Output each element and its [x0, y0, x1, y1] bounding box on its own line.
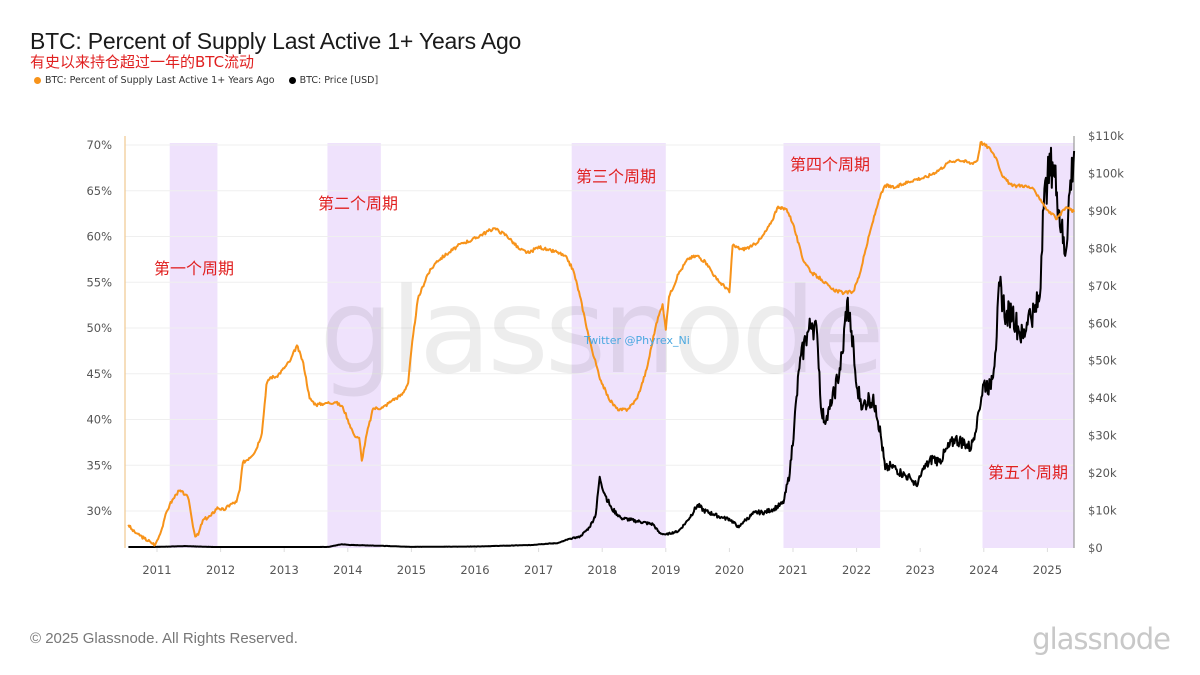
shaded-period-4 [783, 143, 881, 548]
glassnode-logo: glassnode [1032, 622, 1171, 656]
y-right-tick-label: $100k [1088, 166, 1124, 180]
x-tick-label: 2024 [969, 563, 998, 577]
y-right-tick-label: $30k [1088, 429, 1117, 443]
x-tick-label: 2023 [906, 563, 935, 577]
period-label-1: 第一个周期 [154, 259, 234, 278]
period-label-5: 第五个周期 [988, 463, 1068, 482]
x-tick-label: 2014 [333, 563, 362, 577]
chart-title: BTC: Percent of Supply Last Active 1+ Ye… [30, 28, 522, 54]
price-line [128, 146, 1076, 548]
credit-text: Twitter @Phyrex_Ni [583, 334, 690, 347]
y-left-tick-label: 70% [86, 138, 112, 152]
x-tick-label: 2013 [270, 563, 299, 577]
x-tick-label: 2020 [715, 563, 744, 577]
x-tick-label: 2012 [206, 563, 235, 577]
x-tick-label: 2017 [524, 563, 553, 577]
chart-subtitle: 有史以来持仓超过一年的BTC流动 [30, 53, 255, 71]
y-left-tick-label: 45% [86, 367, 112, 381]
y-left-tick-label: 60% [86, 230, 112, 244]
legend-dot-supply-icon [34, 77, 41, 84]
supply-line [127, 140, 1075, 547]
y-left-tick-label: 65% [86, 184, 112, 198]
y-right-tick-label: $90k [1088, 204, 1117, 218]
shaded-period-3 [571, 143, 666, 548]
shaded-period-1 [169, 143, 218, 548]
y-left-tick-label: 30% [86, 504, 112, 518]
x-tick-label: 2022 [842, 563, 871, 577]
x-tick-label: 2019 [651, 563, 680, 577]
shaded-periods [169, 143, 1074, 548]
y-right-tick-label: $20k [1088, 466, 1117, 480]
series-price [128, 146, 1076, 548]
legend: BTC: Percent of Supply Last Active 1+ Ye… [34, 75, 378, 86]
y-left-tick-label: 55% [86, 275, 112, 289]
y-right-tick-label: $70k [1088, 279, 1117, 293]
y-right-tick-label: $10k [1088, 504, 1117, 518]
x-tick-label: 2015 [397, 563, 426, 577]
x-tick-label: 2018 [588, 563, 617, 577]
y-left-tick-label: 40% [86, 413, 112, 427]
y-left-tick-label: 50% [86, 321, 112, 335]
x-tick-label: 2011 [142, 563, 171, 577]
y-right-tick-label: $40k [1088, 391, 1117, 405]
y-right-tick-label: $60k [1088, 316, 1117, 330]
x-tick-label: 2016 [460, 563, 489, 577]
legend-label-price: BTC: Price [USD] [299, 75, 379, 86]
y-right-tick-label: $50k [1088, 354, 1117, 368]
period-label-2: 第二个周期 [318, 194, 398, 213]
period-label-4: 第四个周期 [790, 155, 870, 174]
shaded-period-2 [327, 143, 381, 548]
y-right-tick-label: $80k [1088, 241, 1117, 255]
axes: 30% 35% 40% 45% 50% 55% 60% 65% 70% $0 $10k $20k $30… [86, 129, 1124, 577]
period-label-3: 第三个周期 [576, 167, 656, 186]
y-left-tick-label: 35% [86, 458, 112, 472]
y-right-tick-label: $0 [1088, 541, 1103, 555]
series-supply [127, 140, 1075, 547]
x-tick-label: 2021 [778, 563, 807, 577]
legend-item-supply[interactable]: BTC: Percent of Supply Last Active 1+ Ye… [34, 75, 275, 86]
copyright-text: © 2025 Glassnode. All Rights Reserved. [30, 630, 298, 647]
y-right-tick-label: $110k [1088, 129, 1124, 143]
legend-dot-price-icon [288, 77, 296, 84]
legend-label-supply: BTC: Percent of Supply Last Active 1+ Ye… [45, 75, 275, 86]
x-tick-label: 2025 [1033, 563, 1062, 577]
legend-item-price[interactable]: BTC: Price [USD] [288, 75, 379, 86]
